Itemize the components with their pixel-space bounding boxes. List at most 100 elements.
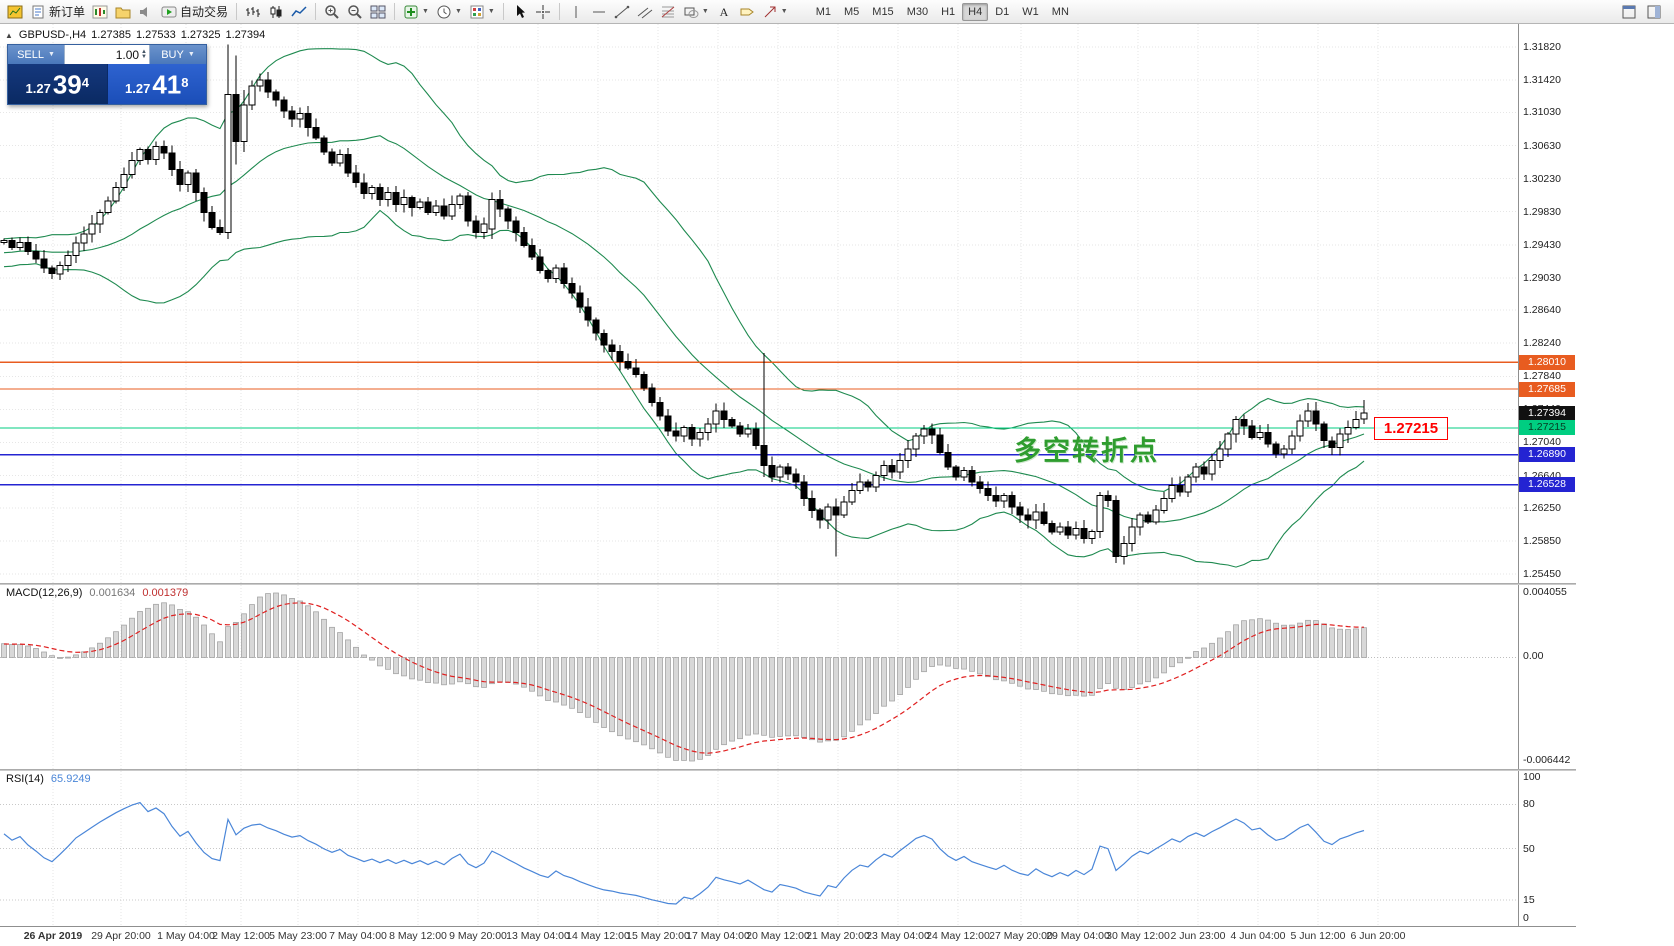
profiles-button[interactable] bbox=[112, 2, 134, 22]
vertical-line-button[interactable] bbox=[565, 2, 587, 22]
price-callout[interactable]: 1.27215 bbox=[1374, 417, 1448, 440]
sell-button[interactable]: 1.27394 bbox=[8, 64, 107, 104]
tile-windows-button[interactable] bbox=[367, 2, 389, 22]
fullscreen-button[interactable] bbox=[1618, 2, 1640, 22]
timeframe-m1-button[interactable]: M1 bbox=[815, 5, 831, 18]
hline-icon bbox=[591, 4, 607, 20]
chevron-down-icon[interactable]: ▼ bbox=[487, 8, 495, 15]
rsi-axis-border bbox=[1518, 771, 1519, 926]
templates-icon bbox=[469, 4, 485, 20]
indicators-button[interactable]: ▼ bbox=[400, 2, 432, 22]
alerts-button[interactable] bbox=[135, 2, 157, 22]
price-level-flag: 1.27215 bbox=[1519, 420, 1575, 435]
label-icon bbox=[739, 4, 755, 20]
timeframe-d1-button[interactable]: D1 bbox=[995, 5, 1010, 18]
bar-chart-icon bbox=[245, 4, 261, 20]
main-chart-panel[interactable]: ▲ GBPUSD-,H4 1.27385 1.27533 1.27325 1.2… bbox=[0, 24, 1576, 583]
timeframe-m5-button[interactable]: M5 bbox=[844, 5, 860, 18]
chart-title: ▲ GBPUSD-,H4 1.27385 1.27533 1.27325 1.2… bbox=[5, 29, 265, 41]
line-chart-button[interactable] bbox=[288, 2, 310, 22]
panel-divider[interactable] bbox=[0, 583, 1576, 585]
timeframe-h1-button[interactable]: H1 bbox=[941, 5, 956, 18]
one-click-header: SELL ▼ 1.00 ▲ ▼ BUY ▼ bbox=[8, 45, 206, 64]
rsi-value: 65.9249 bbox=[50, 773, 91, 785]
timeframe-mn-button[interactable]: MN bbox=[1051, 5, 1069, 18]
arrows-button[interactable]: ▼ bbox=[759, 2, 791, 22]
time-tick-label: 6 Jun 20:00 bbox=[1350, 930, 1406, 942]
buy-button[interactable]: 1.27418 bbox=[107, 64, 206, 104]
zoom-out-button[interactable] bbox=[344, 2, 366, 22]
time-tick-label: 27 May 20:00 bbox=[989, 930, 1053, 942]
one-click-trading-panel: SELL ▼ 1.00 ▲ ▼ BUY ▼ 1.27394 bbox=[7, 44, 207, 105]
chevron-down-icon[interactable]: ▼ bbox=[701, 8, 709, 15]
macd-value: 0.001634 bbox=[89, 587, 136, 599]
equidistant-channel-button[interactable] bbox=[634, 2, 656, 22]
cursor-button[interactable] bbox=[509, 2, 531, 22]
timeframe-m30-button[interactable]: M30 bbox=[906, 5, 929, 18]
chevron-down-icon: ▼ bbox=[187, 51, 195, 58]
volume-up-icon[interactable]: ▲ bbox=[141, 48, 147, 55]
sell-price-main: 1.27 bbox=[25, 81, 51, 97]
timeframe-m15-button[interactable]: M15 bbox=[872, 5, 894, 18]
price-level-flag: 1.26890 bbox=[1519, 447, 1575, 462]
macd-name: MACD(12,26,9) bbox=[6, 587, 83, 599]
bar-chart-button[interactable] bbox=[242, 2, 264, 22]
periods-button[interactable]: ▼ bbox=[433, 2, 465, 22]
price-tick-label: 1.31030 bbox=[1523, 106, 1561, 118]
buy-price-pips: 41 bbox=[152, 69, 182, 100]
price-tick-label: 1.27040 bbox=[1523, 436, 1561, 448]
crosshair-icon bbox=[535, 4, 551, 20]
candlestick-chart[interactable] bbox=[0, 24, 1518, 583]
new-order-icon bbox=[30, 4, 46, 20]
time-tick-label: 26 Apr 2019 bbox=[23, 930, 83, 942]
rsi-panel[interactable]: RSI(14) 65.9249 100 80 50 15 0 bbox=[0, 771, 1576, 926]
sell-order-type[interactable]: SELL ▼ bbox=[8, 45, 64, 64]
new-order-button[interactable]: 新订单 bbox=[27, 2, 88, 22]
fibonacci-button[interactable] bbox=[657, 2, 679, 22]
shapes-button[interactable]: ▼ bbox=[680, 2, 712, 22]
macd-axis-label: -0.006442 bbox=[1523, 754, 1571, 766]
crosshair-button[interactable] bbox=[532, 2, 554, 22]
rsi-label: RSI(14) 65.9249 bbox=[6, 773, 91, 785]
time-tick-label: 2 May 12:00 bbox=[212, 930, 270, 942]
templates-button[interactable]: ▼ bbox=[466, 2, 498, 22]
turning-point-annotation[interactable]: 多空转折点 bbox=[1014, 436, 1159, 466]
app-menu-button[interactable] bbox=[4, 2, 26, 22]
time-axis[interactable]: 26 Apr 2019 29 Apr 20:00 1 May 04:00 2 May … bbox=[0, 926, 1576, 946]
chevron-down-icon[interactable]: ▼ bbox=[780, 8, 788, 15]
chevron-down-icon[interactable]: ▼ bbox=[422, 8, 429, 15]
trendline-button[interactable] bbox=[611, 2, 633, 22]
toolbar-separator bbox=[558, 3, 560, 20]
data-window-button[interactable] bbox=[1643, 2, 1665, 22]
volume-input[interactable]: 1.00 ▲ ▼ bbox=[64, 45, 150, 64]
time-tick-label: 24 May 12:00 bbox=[926, 930, 990, 942]
zoom-in-icon bbox=[324, 4, 340, 20]
volume-down-icon[interactable]: ▼ bbox=[141, 53, 147, 60]
panel-divider[interactable] bbox=[0, 769, 1576, 771]
autotrading-button-label: 自动交易 bbox=[180, 5, 229, 19]
macd-panel[interactable]: MACD(12,26,9) 0.001634 0.001379 0.004055… bbox=[0, 585, 1576, 769]
one-click-collapse-icon[interactable]: ▲ bbox=[5, 30, 13, 40]
price-tick-label: 1.25450 bbox=[1523, 568, 1561, 580]
price-axis-border bbox=[1518, 24, 1519, 583]
price-level-flag: 1.27685 bbox=[1519, 382, 1575, 397]
autotrading-button[interactable]: 自动交易 bbox=[158, 2, 231, 22]
chevron-down-icon[interactable]: ▼ bbox=[454, 8, 462, 15]
time-tick-label: 4 Jun 04:00 bbox=[1230, 930, 1286, 942]
zoom-in-button[interactable] bbox=[321, 2, 343, 22]
text-button[interactable]: A bbox=[713, 2, 735, 22]
indicators-icon bbox=[403, 4, 419, 20]
timeframe-h4-button[interactable]: H4 bbox=[962, 2, 989, 21]
macd-indicator[interactable] bbox=[0, 585, 1518, 769]
new-chart-button[interactable] bbox=[89, 2, 111, 22]
shapes-icon bbox=[683, 4, 699, 20]
rsi-axis-label: 100 bbox=[1523, 771, 1541, 783]
rsi-indicator[interactable] bbox=[0, 771, 1518, 926]
channel-icon bbox=[637, 4, 653, 20]
candlestick-chart-button[interactable] bbox=[265, 2, 287, 22]
horizontal-line-button[interactable] bbox=[588, 2, 610, 22]
text-label-button[interactable] bbox=[736, 2, 758, 22]
macd-axis-border bbox=[1518, 585, 1519, 769]
timeframe-w1-button[interactable]: W1 bbox=[1022, 5, 1039, 18]
buy-order-type[interactable]: BUY ▼ bbox=[150, 45, 206, 64]
